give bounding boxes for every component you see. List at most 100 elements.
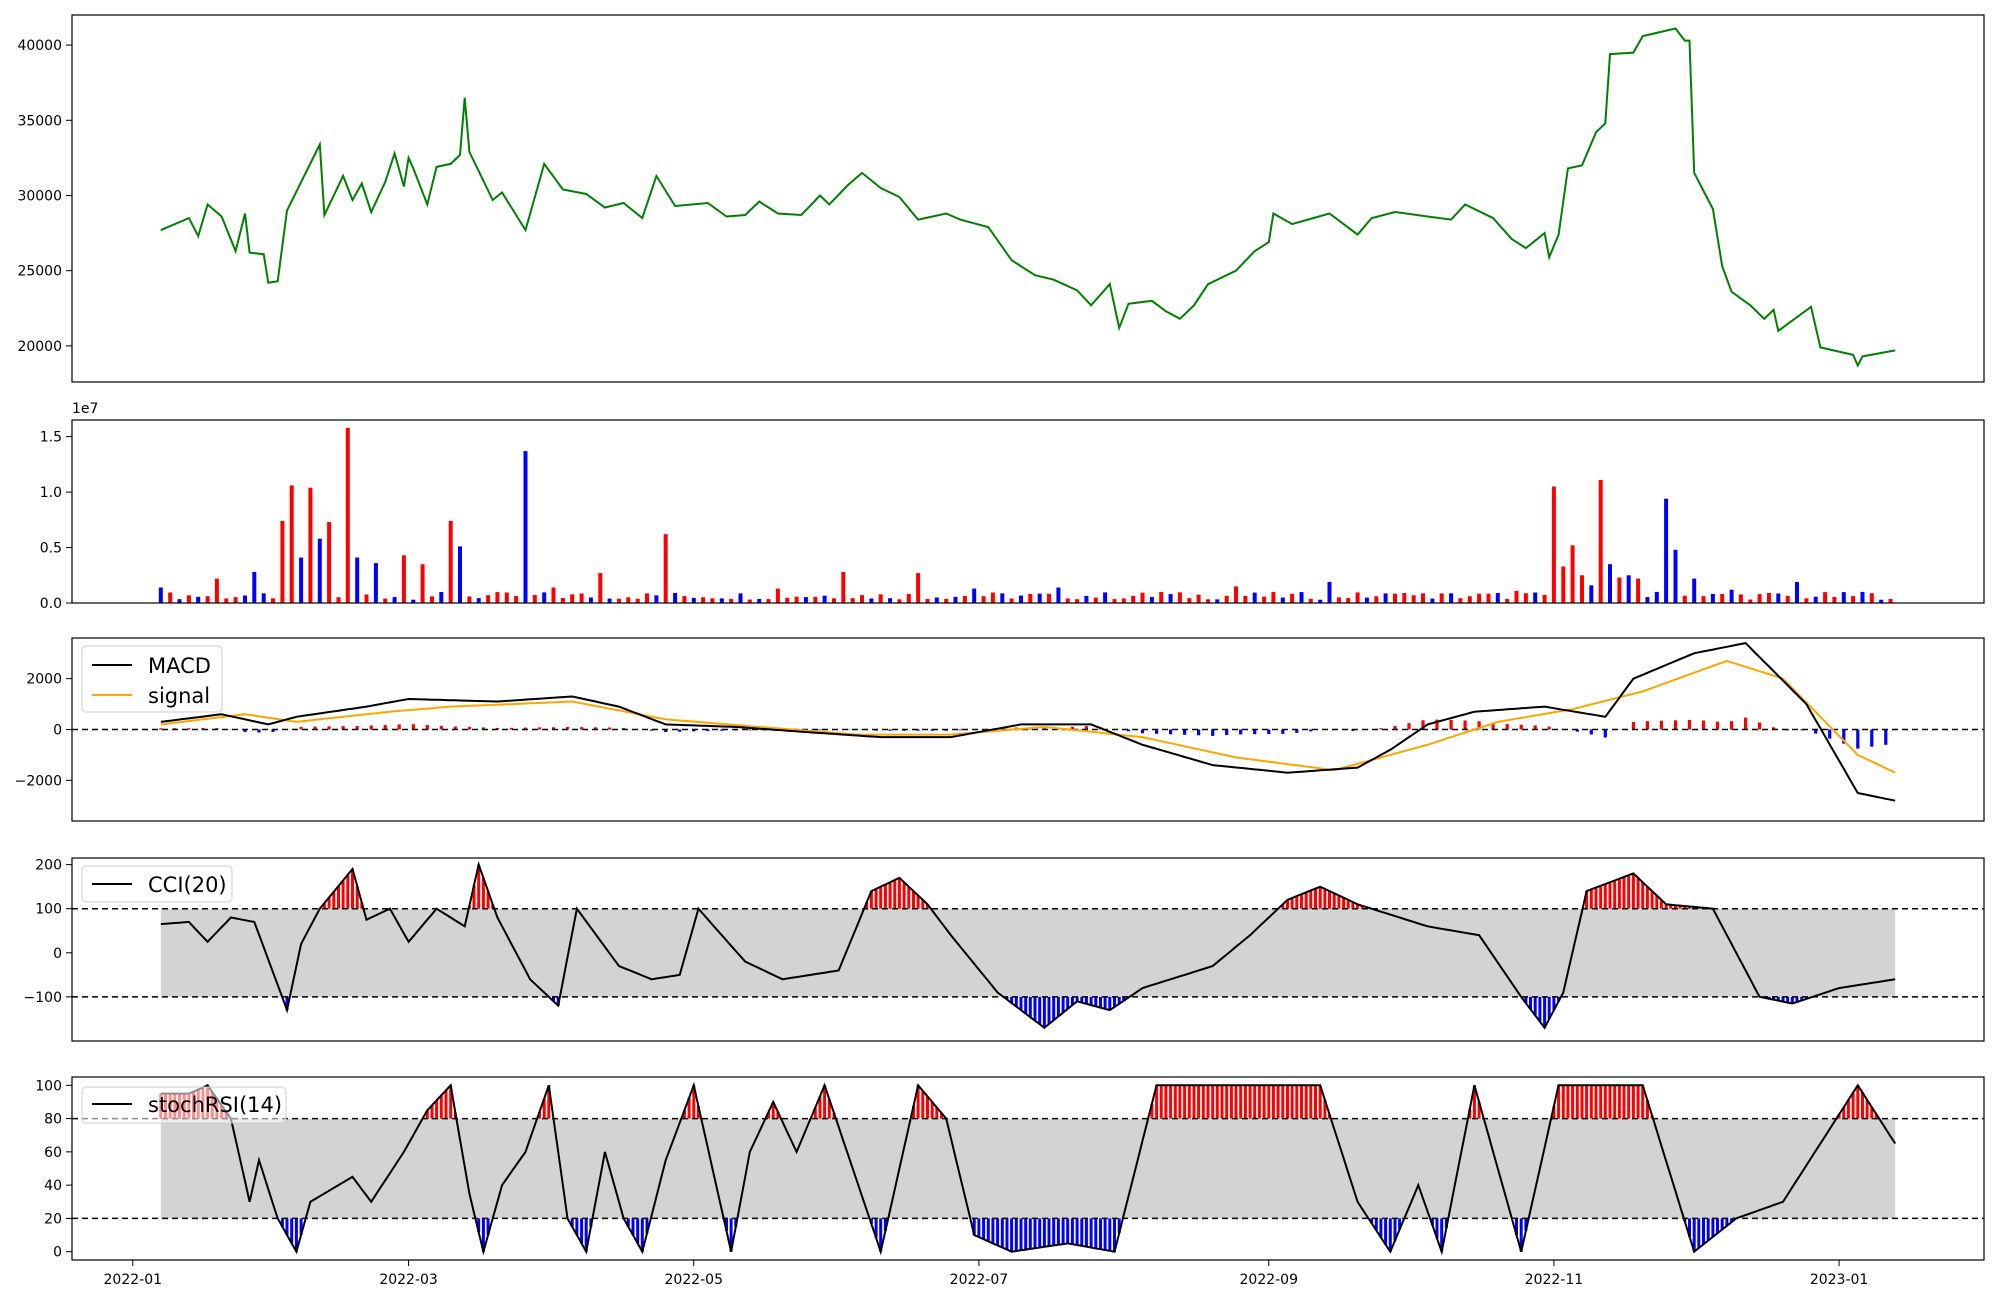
volume-bar [757,599,762,603]
volume-bar [1084,595,1089,603]
macd-histogram-bar [1169,729,1173,735]
macd-histogram-bar [1828,729,1832,739]
macd-histogram-bar [243,729,247,732]
volume-bar [869,598,874,603]
volume-bar [645,593,649,603]
volume-bar [813,596,818,603]
y-tick-label: 2000 [26,672,62,688]
volume-bar [738,593,743,603]
volume-bar [1121,598,1126,603]
neutral-band [160,1118,1896,1219]
x-tick-label: 2022-09 [1240,1272,1299,1288]
volume-bar [775,588,780,603]
volume-bar [673,592,678,603]
volume-bar [691,597,696,603]
volume-bar [1168,594,1173,603]
macd-axes-frame [71,637,1985,822]
volume-bar [1439,593,1444,603]
volume-bar [1271,591,1276,603]
volume-bar [261,593,266,603]
macd-histogram-bar [1687,719,1692,730]
y-tick-label: 1.5 [40,430,62,446]
macd-legend: MACD signal [81,645,223,713]
macd-histogram-bar [1393,726,1397,730]
volume-bar [1738,594,1743,603]
x-tick-label: 2022-03 [379,1272,438,1288]
volume-bar [1692,578,1697,603]
volume-bar [663,534,668,603]
macd-histogram-bar [1589,729,1593,735]
volume-bar [1701,596,1706,603]
volume-bar [1645,597,1650,603]
volume-bar [1215,599,1220,603]
volume-bar [1000,593,1005,603]
y-tick-label: 30000 [17,188,62,204]
volume-bar [1776,593,1781,603]
macd-histogram-bar [664,729,668,732]
volume-bar [1720,593,1725,603]
macd-histogram-bar [1519,724,1523,730]
macd-histogram-bar [958,729,962,731]
volume-bar [1757,594,1762,603]
macd-histogram-bar [1856,729,1860,749]
volume-bar [420,564,425,603]
volume-bar [944,598,949,603]
macd-histogram-bar [1673,720,1678,730]
volume-bar [289,485,294,603]
y-tick-label: 100 [35,1078,62,1094]
volume-bar [1075,599,1080,603]
macd-histogram-bar [1533,725,1537,730]
macd-histogram-bar [1267,729,1271,735]
x-tick-label: 2022-05 [665,1272,724,1288]
volume-bar [168,592,173,603]
cci-legend-label: CCI(20) [148,873,227,897]
volume-bar [916,573,921,603]
y-tick-label: 40000 [17,38,62,54]
volume-bar [1318,599,1323,603]
y-tick-label: 0.0 [40,596,62,612]
volume-bar [1673,549,1678,603]
volume-bar [448,520,453,603]
macd-histogram-bar [1155,729,1159,734]
cci-legend: CCI(20) [81,865,233,903]
cci-panel: −100 0 100 200 CCI(20) [24,857,1985,1042]
volume-bar [1093,597,1098,603]
volume-bar [1626,575,1631,603]
volume-bar [579,593,584,603]
volume-bar [1206,599,1210,603]
macd-histogram-bar [1281,729,1285,734]
macd-histogram-bar [706,729,710,732]
macd-histogram-bar [565,727,570,730]
macd-histogram-bar [1435,719,1439,730]
y-tick-label: −100 [24,990,62,1006]
macd-histogram-bar [888,729,892,731]
volume-bar [1495,593,1500,603]
volume-bar [1617,577,1622,603]
macd-histogram-bar [257,729,261,733]
price-y-ticks: 20000 25000 30000 35000 40000 [17,38,72,355]
volume-bar [1421,593,1425,603]
macd-histogram-bar [551,727,556,730]
volume-bar [504,592,509,603]
volume-bar [701,597,706,603]
date-x-axis: 2022-01 2022-03 2022-05 2022-07 2022-09 2022-… [104,1260,1868,1288]
macd-histogram-bar [1140,729,1145,734]
volume-bar [785,597,790,603]
macd-histogram-bar [1842,729,1846,744]
volume-bar [1841,592,1846,603]
volume-bar [355,557,360,603]
volume-bar [1804,598,1809,603]
volume-bar [476,598,481,603]
volume-bar [411,599,416,603]
neutral-band [160,908,1896,997]
volume-bar [1636,578,1641,603]
macd-histogram-bar [594,727,598,730]
volume-bar [401,555,406,603]
volume-bar [1112,599,1117,603]
volume-bar [1832,597,1837,603]
y-tick-label: 25000 [17,264,62,280]
volume-bar [934,597,939,603]
volume-bar [1047,593,1051,603]
volume-panel: 0.0 0.5 1.0 1.5 1e7 [40,401,1985,612]
volume-bar [1458,598,1463,603]
